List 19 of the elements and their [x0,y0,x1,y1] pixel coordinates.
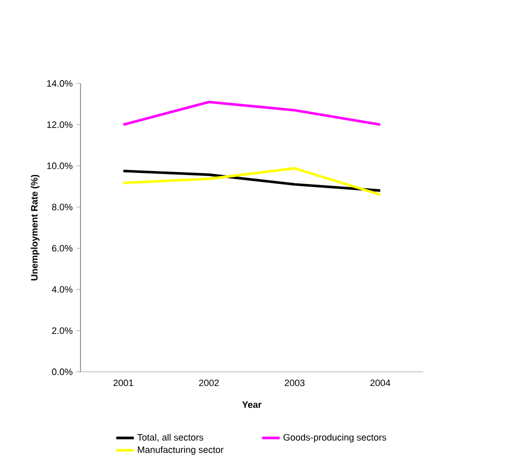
y-tick-label: 0.0% [52,368,72,376]
legend-label: Manufacturing sector [138,446,224,455]
y-tick-label: 6.0% [52,244,72,252]
x-tick-label: 2003 [284,380,304,386]
y-tick-label: 14.0% [47,80,72,87]
y-axis-title: Unemployment Rate (%) [30,174,40,280]
y-tick-label: 8.0% [52,204,72,210]
x-axis-title: Year [242,401,262,408]
line-series [122,170,382,192]
legend-label: Goods-producing sectors [284,434,386,442]
y-tick-label: 4.0% [52,286,72,293]
line-series [122,166,382,196]
legend-label: Total, all sectors [137,434,204,442]
x-tick-label: 2001 [114,380,134,386]
y-tick-label: 10.0% [47,162,72,170]
y-tick-label: 12.0% [47,121,72,128]
y-tick-label: 2.0% [52,327,72,334]
x-tick-label: 2002 [199,380,219,386]
x-tick-label: 2004 [370,380,390,386]
